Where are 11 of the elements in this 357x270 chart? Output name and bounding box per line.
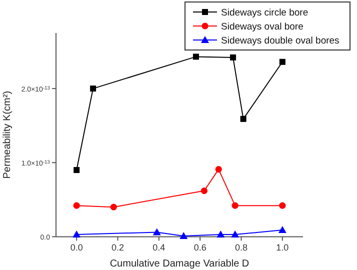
legend-label: Sideways circle bore	[221, 8, 308, 18]
x-axis-title: Cumulative Damage Variable D	[110, 258, 250, 270]
x-tick-label: 0.8	[234, 242, 248, 253]
x-tick-label: 0.6	[194, 242, 206, 253]
legend-label: Sideways double oval bores	[221, 36, 340, 46]
x-tick-label: 0.2	[111, 242, 124, 253]
x-tick-label: 0.4	[152, 242, 166, 253]
legend-label: Sideways oval bore	[221, 22, 304, 32]
x-tick-label: 0.0	[70, 242, 83, 253]
x-tick-label: 1.0	[276, 242, 289, 253]
y-axis-title: Permeability K(cm²)	[2, 90, 13, 179]
